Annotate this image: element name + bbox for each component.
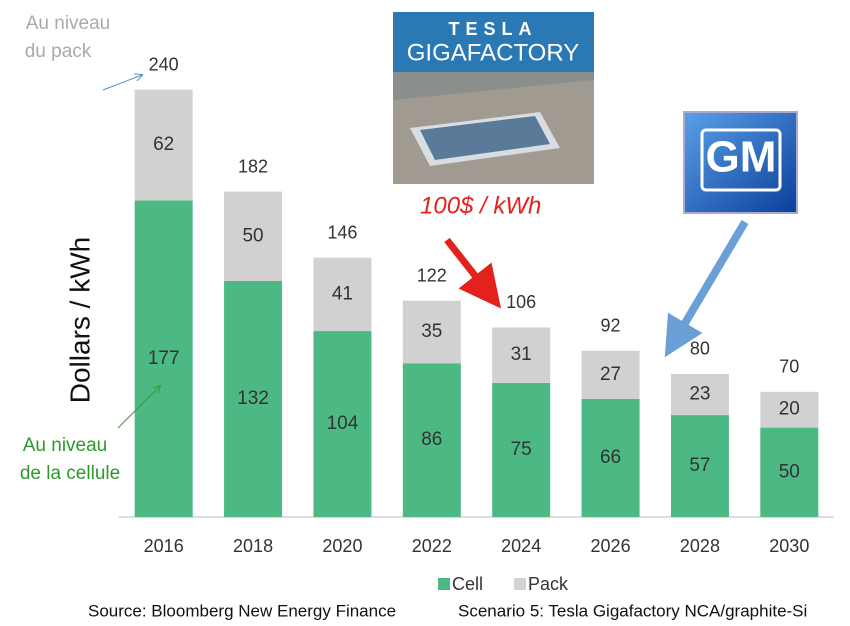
arrow [103, 75, 142, 90]
x-tick-label: 2022 [412, 536, 452, 556]
x-tick-label: 2024 [501, 536, 541, 556]
value-label: 23 [689, 384, 710, 405]
value-label: 20 [779, 399, 800, 420]
legend-label: Cell [452, 574, 483, 594]
logo-text: TESLA [448, 19, 537, 39]
total-label: 70 [779, 357, 799, 377]
value-label: 50 [779, 461, 800, 482]
total-label: 146 [327, 222, 357, 242]
gm-logo: GM [684, 112, 797, 213]
total-label: 92 [601, 315, 621, 335]
value-label: 57 [689, 455, 710, 476]
value-label: 177 [148, 348, 180, 369]
value-label: 66 [600, 447, 621, 468]
total-label: 240 [149, 54, 179, 74]
annotation: du pack [25, 41, 92, 62]
source-note: Scenario 5: Tesla Gigafactory NCA/graphi… [458, 601, 807, 620]
legend-swatch [514, 578, 526, 590]
value-label: 75 [511, 439, 532, 460]
annotation: de la cellule [20, 463, 120, 484]
x-tick-label: 2028 [680, 536, 720, 556]
logo-text: GIGAFACTORY [407, 39, 580, 66]
total-label: 182 [238, 156, 268, 176]
value-label: 104 [327, 413, 359, 434]
annotation: Au niveau [26, 13, 111, 34]
value-label: 31 [511, 344, 532, 365]
total-label: 106 [506, 292, 536, 312]
total-label: 80 [690, 339, 710, 359]
annotation: 100$ / kWh [420, 192, 541, 219]
x-tick-label: 2020 [322, 536, 362, 556]
y-axis-label: Dollars / kWh [64, 237, 95, 403]
value-label: 35 [421, 321, 442, 342]
arrow [675, 222, 745, 340]
chart: 177 62 240 2016 132 50 182 2018 104 41 146 2020 86 35… [0, 0, 850, 626]
x-tick-label: 2016 [144, 536, 184, 556]
value-label: 132 [237, 388, 269, 409]
value-label: 27 [600, 364, 621, 385]
value-label: 41 [332, 283, 353, 304]
total-label: 122 [417, 265, 447, 285]
tesla-image: TESLA GIGAFACTORY [393, 12, 594, 184]
x-tick-label: 2018 [233, 536, 273, 556]
legend-swatch [438, 578, 450, 590]
source-note: Source: Bloomberg New Energy Finance [88, 601, 396, 620]
arrow [447, 240, 488, 292]
legend-label: Pack [528, 574, 569, 594]
x-tick-label: 2026 [591, 536, 631, 556]
value-label: 50 [242, 225, 263, 246]
logo-text: GM [706, 133, 777, 182]
x-tick-label: 2030 [769, 536, 809, 556]
value-label: 86 [421, 429, 442, 450]
annotation: Au niveau [23, 435, 108, 456]
page: {"chart_data": {"type": "stacked_bar", "… [0, 0, 850, 626]
value-label: 62 [153, 134, 174, 155]
